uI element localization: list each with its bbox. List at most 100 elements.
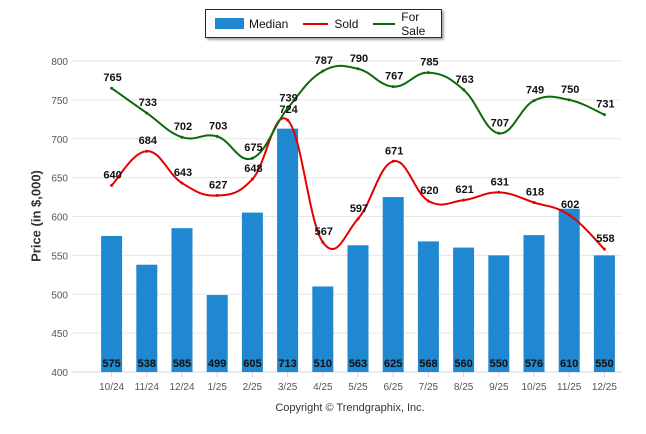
y-tick-label: 800 xyxy=(51,57,68,68)
point-sold xyxy=(462,198,466,202)
data-label-sold: 618 xyxy=(526,187,544,199)
point-sold xyxy=(391,159,395,163)
x-tick-label: 1/25 xyxy=(207,382,227,393)
point-sold xyxy=(250,177,254,181)
point-sold xyxy=(321,240,325,244)
data-label-for-sale: 733 xyxy=(139,97,157,109)
point-sold xyxy=(567,213,571,217)
x-tick-label: 4/25 xyxy=(313,382,333,393)
bar-median xyxy=(558,208,580,372)
data-label-for-sale: 703 xyxy=(209,120,227,132)
legend-label-median: Median xyxy=(249,16,289,31)
data-label-sold: 671 xyxy=(385,145,403,157)
bar-value-label: 625 xyxy=(384,358,402,370)
data-label-for-sale: 767 xyxy=(385,71,403,83)
data-label-sold: 640 xyxy=(103,169,121,181)
data-label-for-sale: 675 xyxy=(244,142,262,154)
point-for-sale xyxy=(426,71,430,75)
data-label-for-sale: 749 xyxy=(526,85,544,97)
line-for-sale xyxy=(111,64,605,161)
bar-median xyxy=(312,286,334,372)
data-label-sold: 724 xyxy=(279,104,298,116)
y-tick-label: 550 xyxy=(51,251,68,262)
point-for-sale xyxy=(286,106,290,110)
bar-median xyxy=(382,197,404,372)
y-tick-label: 750 xyxy=(51,96,68,107)
point-sold xyxy=(602,247,606,251)
legend-swatch-median xyxy=(215,18,244,29)
y-tick-label: 650 xyxy=(51,174,68,185)
x-tick-label: 12/24 xyxy=(169,382,194,393)
point-for-sale xyxy=(145,111,149,115)
y-axis-label: Price (in $,000) xyxy=(28,170,44,262)
bar-median xyxy=(241,212,263,372)
data-label-for-sale: 787 xyxy=(315,55,333,67)
bar-median xyxy=(488,255,510,372)
data-label-for-sale: 731 xyxy=(596,99,614,111)
bar-value-label: 538 xyxy=(138,358,156,370)
bar-value-label: 585 xyxy=(173,358,191,370)
data-label-for-sale: 750 xyxy=(561,84,579,96)
bar-value-label: 563 xyxy=(349,358,367,370)
grid-lines xyxy=(72,60,622,373)
legend-swatch-sold xyxy=(303,22,329,25)
bar-value-label: 499 xyxy=(208,358,226,370)
x-tick-label: 6/25 xyxy=(383,382,403,393)
point-for-sale xyxy=(462,88,466,92)
point-for-sale xyxy=(250,156,254,160)
median-bars xyxy=(101,128,615,372)
legend-item-sold[interactable]: Sold xyxy=(303,17,358,31)
x-tick-label: 11/24 xyxy=(135,382,160,393)
point-sold xyxy=(426,199,430,203)
bar-value-label: 510 xyxy=(314,358,332,370)
bar-median xyxy=(523,235,545,372)
data-label-sold: 631 xyxy=(491,176,509,188)
bar-value-label: 550 xyxy=(490,358,508,370)
data-label-sold: 643 xyxy=(174,167,192,179)
point-for-sale xyxy=(215,134,219,138)
bar-median xyxy=(101,235,123,372)
bar-median xyxy=(593,255,615,372)
point-for-sale xyxy=(532,99,536,103)
bar-value-label: 568 xyxy=(419,358,437,370)
x-tick-label: 12/25 xyxy=(592,382,617,393)
x-tick-label: 8/25 xyxy=(454,382,474,393)
point-for-sale xyxy=(497,131,501,135)
point-for-sale xyxy=(356,67,360,71)
legend-label-for-sale: For Sale xyxy=(401,9,426,38)
legend-item-for-sale[interactable]: For Sale xyxy=(373,10,441,38)
data-label-sold: 602 xyxy=(561,199,579,211)
bar-value-label: 576 xyxy=(525,358,543,370)
x-tick-label: 9/25 xyxy=(489,382,509,393)
x-axis-ticks: 10/24 11/24 12/24 1/25 2/25 3/25 4/25 5/25 6/25 7… xyxy=(99,372,617,393)
point-sold xyxy=(532,201,536,205)
data-label-for-sale: 765 xyxy=(103,72,121,84)
data-label-sold: 684 xyxy=(139,135,158,147)
data-label-for-sale: 739 xyxy=(279,92,297,104)
bar-median xyxy=(136,264,158,372)
x-tick-label: 11/25 xyxy=(557,382,582,393)
data-label-sold: 621 xyxy=(455,184,473,196)
point-sold xyxy=(497,190,501,194)
point-sold xyxy=(145,149,149,153)
bar-value-label: 713 xyxy=(278,358,296,370)
line-sold xyxy=(110,117,606,251)
copyright-text: Copyright © Trendgraphix, Inc. xyxy=(275,402,425,414)
point-for-sale xyxy=(180,135,184,139)
bar-median xyxy=(171,228,193,372)
data-label-for-sale: 790 xyxy=(350,53,368,65)
bar-median xyxy=(347,245,369,372)
point-for-sale xyxy=(391,85,395,89)
legend-item-median[interactable]: Median xyxy=(215,17,288,31)
data-label-sold: 648 xyxy=(244,163,262,175)
data-label-sold: 558 xyxy=(596,233,614,245)
y-axis-ticks: 400 450 500 550 600 650 700 750 800 xyxy=(51,57,68,379)
x-tick-label: 10/24 xyxy=(99,382,124,393)
data-label-sold: 620 xyxy=(420,185,438,197)
point-for-sale xyxy=(602,113,606,117)
data-label-sold: 627 xyxy=(209,180,227,192)
data-label-for-sale: 785 xyxy=(420,57,438,69)
bar-value-label: 550 xyxy=(595,358,613,370)
data-label-for-sale: 702 xyxy=(174,121,192,133)
